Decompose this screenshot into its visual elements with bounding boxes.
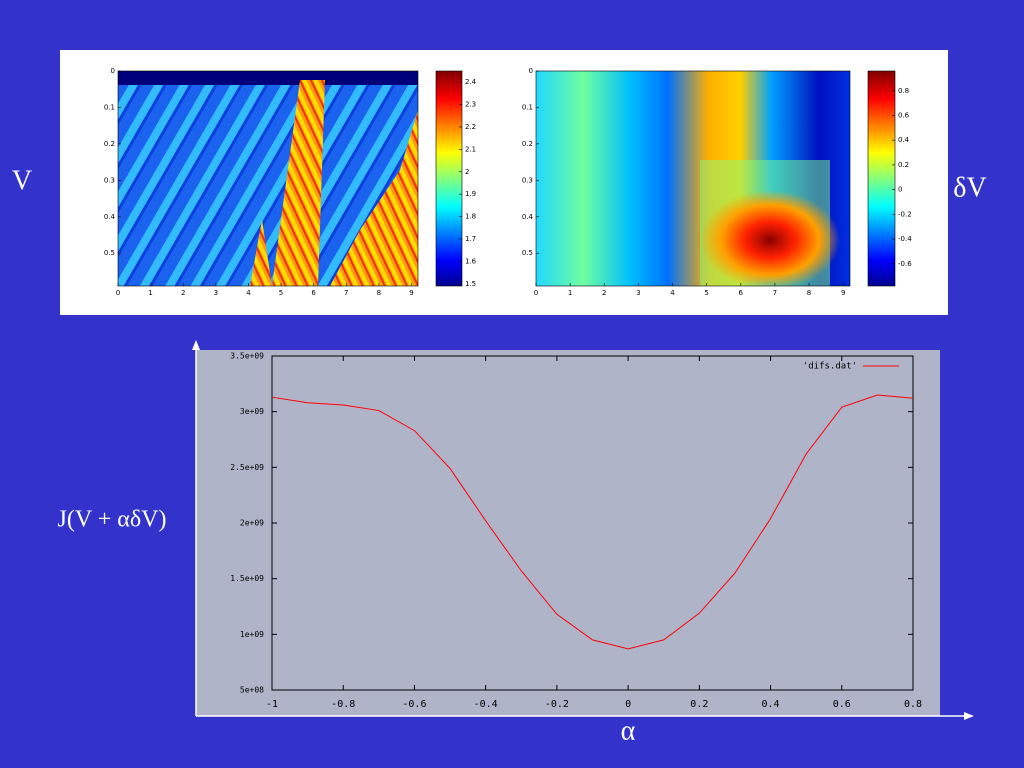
colorbar-tick-label: -0.2 bbox=[898, 210, 912, 218]
y-tick-label: 0.1 bbox=[104, 103, 115, 111]
colorbar-tick-label: 2.2 bbox=[465, 123, 476, 131]
heatmap-image bbox=[118, 71, 418, 286]
heatmap-image bbox=[536, 71, 850, 286]
colorbar-tick-label: 0 bbox=[898, 186, 902, 194]
colorbar-tick-label: 2.3 bbox=[465, 101, 476, 109]
colorbar-tick-label: 0.6 bbox=[898, 111, 910, 119]
y-tick-label: 3.5e+09 bbox=[230, 352, 264, 361]
plot-frame bbox=[117, 70, 419, 287]
x-tick-label: 2 bbox=[602, 289, 606, 297]
x-tick-label: 3 bbox=[214, 289, 218, 297]
x-tick-label: 4 bbox=[246, 289, 251, 297]
y-tick-label: 0.1 bbox=[522, 103, 533, 111]
panel-label: δV bbox=[953, 172, 986, 203]
y-tick-label: 3e+09 bbox=[240, 407, 264, 416]
x-tick-label: 2 bbox=[181, 289, 185, 297]
y-tick-label: 0.4 bbox=[104, 213, 116, 221]
panel-label: V bbox=[12, 165, 32, 196]
x-tick-label: -0.6 bbox=[402, 699, 426, 710]
x-tick-label: 9 bbox=[841, 289, 845, 297]
legend-label: 'difs.dat' bbox=[803, 362, 857, 372]
colorbar-tick-label: 1.8 bbox=[465, 213, 476, 221]
y-tick-label: 2e+09 bbox=[240, 519, 264, 528]
x-tick-label: 5 bbox=[704, 289, 708, 297]
plot-frame bbox=[535, 70, 851, 287]
y-tick-label: 0.3 bbox=[522, 176, 533, 184]
y-tick-label: 5e+08 bbox=[240, 686, 264, 695]
colorbar-tick-label: 1.5 bbox=[465, 280, 476, 288]
x-tick-label: 7 bbox=[773, 289, 777, 297]
x-tick-label: 8 bbox=[377, 289, 381, 297]
y-tick-label: 0 bbox=[111, 67, 115, 75]
y-tick-label: 0.2 bbox=[104, 140, 115, 148]
x-tick-label: 1 bbox=[568, 289, 572, 297]
x-tick-label: 0.6 bbox=[833, 699, 851, 710]
x-tick-label: -1 bbox=[266, 699, 278, 710]
colorbar-tick-label: 2 bbox=[465, 168, 469, 176]
colorbar-frame bbox=[867, 70, 896, 287]
x-tick-label: 6 bbox=[739, 289, 744, 297]
x-tick-label: 0.8 bbox=[904, 699, 922, 710]
y-tick-label: 1e+09 bbox=[240, 630, 264, 639]
colorbar-tick-label: 1.9 bbox=[465, 190, 476, 198]
x-tick-label: 4 bbox=[670, 289, 675, 297]
x-tick-label: -0.2 bbox=[545, 699, 569, 710]
x-tick-label: 1 bbox=[148, 289, 152, 297]
x-tick-label: 0 bbox=[534, 289, 538, 297]
colorbar-tick-label: 1.6 bbox=[465, 257, 477, 265]
colorbar-tick-label: -0.4 bbox=[898, 235, 912, 243]
y-tick-label: 0.2 bbox=[522, 140, 533, 148]
plot-background bbox=[196, 350, 940, 716]
colorbar-tick-label: 0.8 bbox=[898, 87, 909, 95]
x-tick-label: 8 bbox=[807, 289, 811, 297]
x-tick-label: -0.4 bbox=[474, 699, 498, 710]
x-axis-label: α bbox=[621, 715, 636, 746]
colorbar-tick-label: 2.4 bbox=[465, 78, 477, 86]
x-tick-label: 6 bbox=[311, 289, 316, 297]
y-tick-label: 0.3 bbox=[104, 176, 115, 184]
colorbar-tick-label: 1.7 bbox=[465, 235, 476, 243]
y-tick-label: 1.5e+09 bbox=[230, 574, 264, 583]
arrow-head bbox=[192, 340, 200, 350]
x-tick-label: 5 bbox=[279, 289, 283, 297]
colorbar bbox=[868, 71, 895, 286]
x-tick-label: 0.2 bbox=[690, 699, 708, 710]
x-tick-label: 0 bbox=[625, 699, 631, 710]
colorbar-tick-label: 2.1 bbox=[465, 145, 476, 153]
y-tick-label: 0.5 bbox=[522, 249, 533, 257]
colorbar bbox=[436, 71, 462, 286]
colorbar-tick-label: 0.2 bbox=[898, 161, 909, 169]
x-tick-label: -0.8 bbox=[331, 699, 355, 710]
x-tick-label: 3 bbox=[636, 289, 640, 297]
y-axis-label: J(V + αδV) bbox=[58, 507, 167, 533]
y-tick-label: 0 bbox=[529, 67, 533, 75]
arrow-head bbox=[964, 712, 974, 720]
data-line bbox=[271, 394, 914, 650]
y-tick-label: 0.4 bbox=[522, 213, 534, 221]
colorbar-frame bbox=[435, 70, 463, 287]
x-tick-label: 7 bbox=[344, 289, 348, 297]
y-tick-label: 2.5e+09 bbox=[230, 463, 264, 472]
colorbar-tick-label: -0.6 bbox=[898, 260, 912, 268]
colorbar-tick-label: 0.4 bbox=[898, 136, 910, 144]
y-tick-label: 0.5 bbox=[104, 249, 115, 257]
x-tick-label: 0 bbox=[116, 289, 120, 297]
x-tick-label: 0.4 bbox=[762, 699, 780, 710]
x-tick-label: 9 bbox=[409, 289, 413, 297]
